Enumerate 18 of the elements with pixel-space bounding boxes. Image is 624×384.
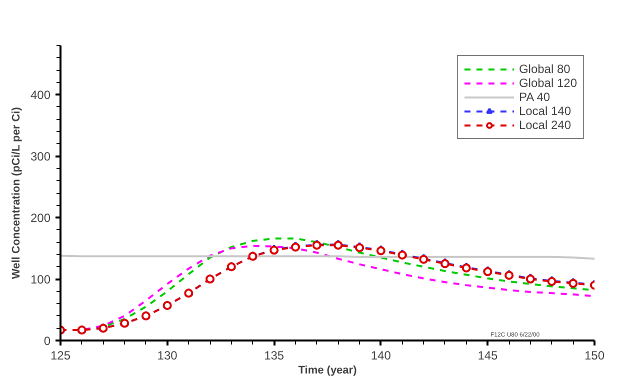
y-tick-label: 300 xyxy=(30,150,51,164)
y-tick-label: 100 xyxy=(30,272,51,287)
legend-label: Local 240 xyxy=(518,118,571,132)
x-tick-label: 125 xyxy=(50,348,71,362)
x-tick-label: 150 xyxy=(584,348,605,362)
x-tick-label: 140 xyxy=(370,348,392,362)
y-tick-label: 200 xyxy=(30,211,51,226)
legend-label: PA 40 xyxy=(518,90,550,104)
x-tick-label: 130 xyxy=(157,348,178,362)
x-tick-label: 145 xyxy=(478,348,498,362)
y-tick-label: 400 xyxy=(30,88,51,102)
legend-label: Global 120 xyxy=(518,76,577,90)
y-tick-label: 0 xyxy=(44,334,51,348)
legend-label: Global 80 xyxy=(518,62,570,76)
x-axis-title: Time (year) xyxy=(298,364,358,376)
x-tick-label: 135 xyxy=(264,348,284,362)
legend-label: Local 140 xyxy=(518,104,571,118)
y-axis-title: Well Concentration (pCi/L per Ci) xyxy=(10,106,22,280)
